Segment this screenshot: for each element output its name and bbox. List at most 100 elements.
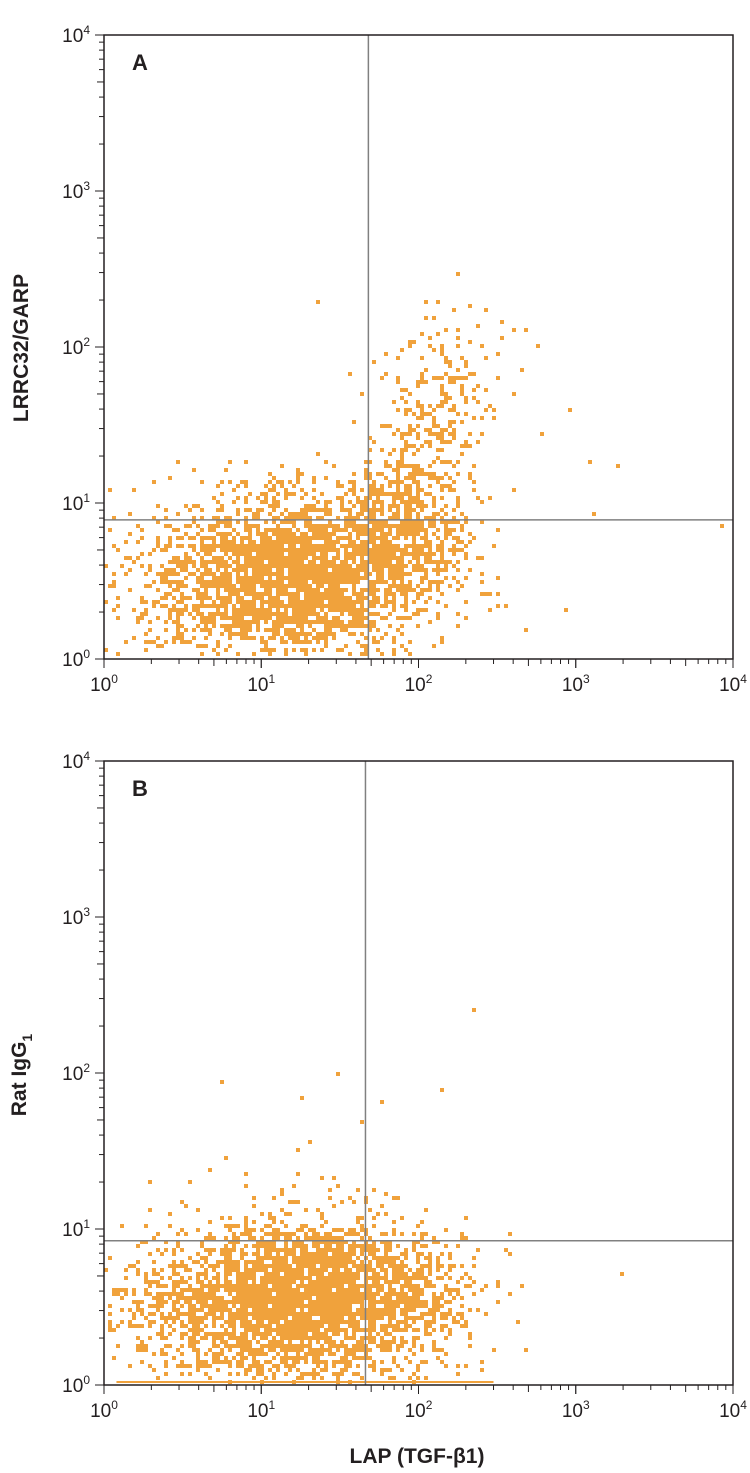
event-dot — [168, 580, 172, 584]
event-dot — [304, 1264, 308, 1268]
event-dot — [300, 1268, 304, 1272]
event-dot — [252, 584, 256, 588]
event-dot — [440, 1304, 444, 1308]
event-dot — [404, 444, 408, 448]
event-dot — [248, 576, 252, 580]
event-dot — [348, 1196, 352, 1200]
event-dot — [276, 1256, 280, 1260]
event-dot — [200, 1320, 204, 1324]
event-dot — [404, 464, 408, 468]
event-dot — [160, 1252, 164, 1256]
event-dot — [300, 1296, 304, 1300]
event-dot — [252, 1348, 256, 1352]
event-dot — [368, 1340, 372, 1344]
event-dot — [232, 1236, 236, 1240]
event-dot — [196, 1340, 200, 1344]
event-dot — [320, 604, 324, 608]
event-dot — [272, 1196, 276, 1200]
event-dot — [352, 552, 356, 556]
event-dot — [152, 1280, 156, 1284]
event-dot — [276, 596, 280, 600]
event-dot — [200, 592, 204, 596]
event-dot — [236, 512, 240, 516]
event-dot — [212, 544, 216, 548]
event-dot — [300, 1336, 304, 1340]
event-dot — [212, 1320, 216, 1324]
event-dot — [344, 608, 348, 612]
event-dot — [376, 536, 380, 540]
event-dot — [264, 520, 268, 524]
event-dot — [236, 1272, 240, 1276]
event-dot — [196, 1272, 200, 1276]
event-dot — [376, 1276, 380, 1280]
event-dot — [240, 576, 244, 580]
event-dot — [212, 548, 216, 552]
event-dot — [460, 420, 464, 424]
event-dot — [168, 1212, 172, 1216]
event-dot — [156, 1376, 160, 1380]
event-dot — [432, 476, 436, 480]
event-dot — [148, 1320, 152, 1324]
event-dot — [256, 1348, 260, 1352]
event-dot — [212, 624, 216, 628]
event-dot — [244, 528, 248, 532]
event-dot — [232, 604, 236, 608]
event-dot — [392, 584, 396, 588]
event-dot — [444, 1300, 448, 1304]
event-dot — [272, 572, 276, 576]
event-dot — [356, 1220, 360, 1224]
event-dot — [192, 608, 196, 612]
event-dot — [380, 1256, 384, 1260]
event-dot — [296, 472, 300, 476]
event-dot — [344, 596, 348, 600]
event-dot — [372, 508, 376, 512]
event-dot — [200, 604, 204, 608]
event-dot — [244, 568, 248, 572]
event-dot — [320, 1324, 324, 1328]
event-dot — [368, 1316, 372, 1320]
event-dot — [200, 644, 204, 648]
event-dot — [308, 1284, 312, 1288]
event-dot — [256, 596, 260, 600]
event-dot — [300, 1272, 304, 1276]
event-dot — [224, 536, 228, 540]
event-dot — [236, 1372, 240, 1376]
event-dot — [252, 1288, 256, 1292]
event-dot — [164, 544, 168, 548]
event-dot — [224, 596, 228, 600]
event-dot — [176, 512, 180, 516]
event-dot — [356, 1216, 360, 1220]
event-dot — [312, 604, 316, 608]
event-dot — [284, 1236, 288, 1240]
event-dot — [272, 1308, 276, 1312]
event-dot — [384, 536, 388, 540]
event-dot — [264, 1316, 268, 1320]
event-dot — [320, 1344, 324, 1348]
event-dot — [480, 416, 484, 420]
event-dot — [284, 1356, 288, 1360]
event-dot — [360, 1296, 364, 1300]
event-dot — [360, 1248, 364, 1252]
event-dot — [348, 1360, 352, 1364]
event-dot — [192, 1340, 196, 1344]
event-dot — [232, 536, 236, 540]
event-dot — [304, 1352, 308, 1356]
event-dot — [276, 480, 280, 484]
event-dot — [328, 1232, 332, 1236]
event-dot — [408, 500, 412, 504]
event-dot — [260, 1284, 264, 1288]
event-dot — [160, 564, 164, 568]
event-dot — [408, 344, 412, 348]
event-dot — [452, 1264, 456, 1268]
event-dot — [276, 1232, 280, 1236]
event-dot — [352, 1276, 356, 1280]
event-dot — [192, 1304, 196, 1308]
event-dot — [220, 580, 224, 584]
event-dot — [388, 1256, 392, 1260]
event-dot — [468, 1284, 472, 1288]
event-dot — [308, 1252, 312, 1256]
event-dot — [448, 520, 452, 524]
event-dot — [268, 564, 272, 568]
event-dot — [416, 416, 420, 420]
event-dot — [208, 1364, 212, 1368]
